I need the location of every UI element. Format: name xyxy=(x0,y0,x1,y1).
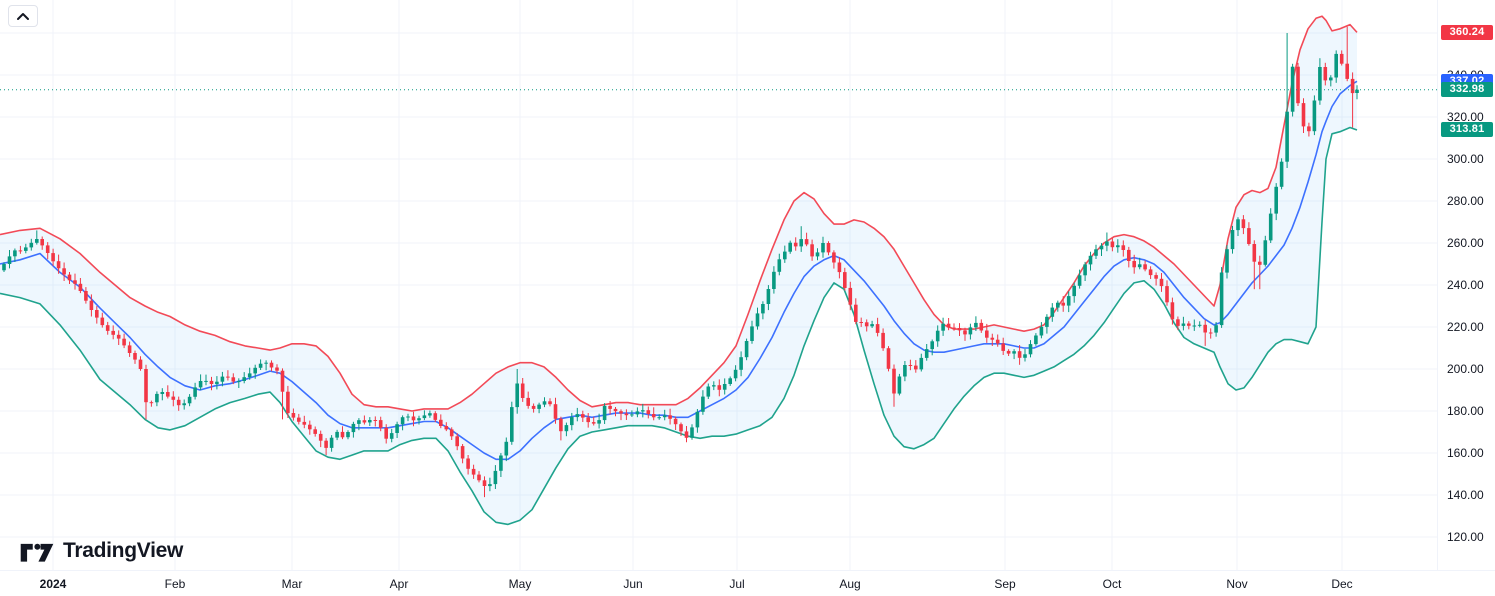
tradingview-logo[interactable]: TradingView xyxy=(20,536,183,566)
time-tick-label-oct: Oct xyxy=(1102,577,1122,591)
time-tick-label-jul: Jul xyxy=(729,577,745,591)
time-tick-label-apr: Apr xyxy=(389,577,409,591)
bollinger-fill xyxy=(0,16,1357,525)
time-tick-label-mar: Mar xyxy=(281,577,303,591)
price-tick-label: 300.00 xyxy=(1447,152,1484,166)
price-tick-label: 280.00 xyxy=(1447,194,1484,208)
chevron-up-icon xyxy=(17,13,29,20)
price-tick-label: 260.00 xyxy=(1447,236,1484,250)
bb-upper-price-badge: 360.24 xyxy=(1441,24,1493,40)
price-tick-label: 320.00 xyxy=(1447,110,1484,124)
price-tick-label: 220.00 xyxy=(1447,320,1484,334)
time-tick-label-may: May xyxy=(508,577,532,591)
price-tick-label: 240.00 xyxy=(1447,278,1484,292)
price-tick-label: 180.00 xyxy=(1447,404,1484,418)
time-tick-label-2024: 2024 xyxy=(39,577,67,591)
price-tick-label: 120.00 xyxy=(1447,530,1484,544)
price-tick-label: 160.00 xyxy=(1447,446,1484,460)
time-tick-label-aug: Aug xyxy=(839,577,861,591)
time-axis[interactable]: 2024 Feb Mar Apr May Jun Jul Aug Sep Oct Nov Dec xyxy=(0,570,1495,596)
tradingview-logo-text: TradingView xyxy=(63,539,184,562)
price-tick-label: 140.00 xyxy=(1447,488,1484,502)
bollinger-lower-band xyxy=(0,126,1358,526)
tradingview-logo-mark xyxy=(20,543,54,562)
bollinger-upper-band xyxy=(0,15,1358,412)
time-tick-label-feb: Feb xyxy=(164,577,186,591)
bollinger-basis-line xyxy=(0,80,1358,461)
time-tick-label-nov: Nov xyxy=(1226,577,1248,591)
time-tick-label-sep: Sep xyxy=(994,577,1016,591)
collapse-toolbar-button[interactable] xyxy=(8,5,38,27)
price-tick-label: 200.00 xyxy=(1447,362,1484,376)
last-price-price-badge: 332.98 xyxy=(1441,82,1493,98)
price-axis[interactable]: 340.00320.00300.00280.00260.00240.00220.… xyxy=(1437,0,1495,570)
bb-lower-price-badge: 313.81 xyxy=(1441,122,1493,138)
grid xyxy=(0,0,1437,570)
time-tick-label-dec: Dec xyxy=(1331,577,1353,591)
time-tick-label-jun: Jun xyxy=(623,577,643,591)
